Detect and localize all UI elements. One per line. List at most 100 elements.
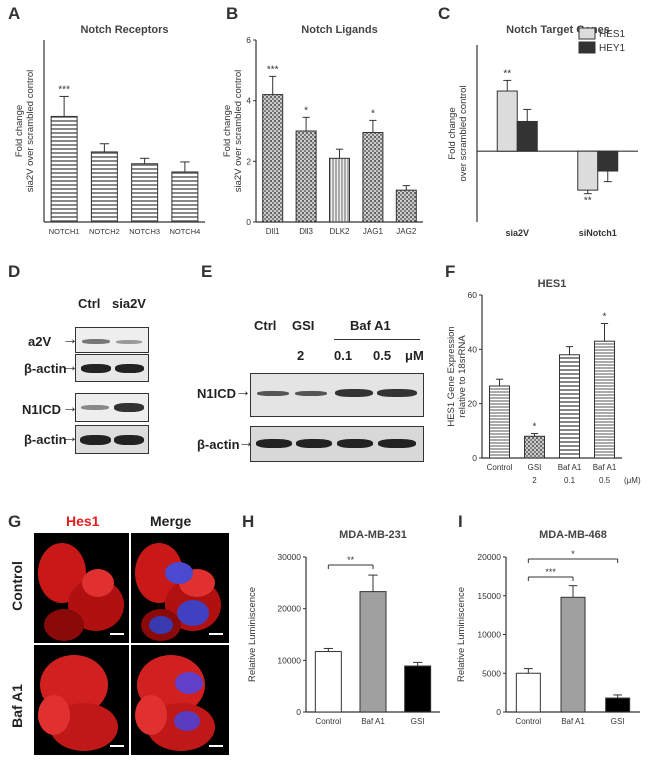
row-label-baf-a1: Baf A1 — [8, 684, 25, 728]
x-tick-label: Dll3 — [299, 227, 313, 236]
significance-label: *** — [545, 567, 556, 577]
x-tick-label: Control — [515, 717, 541, 726]
y-tick-label: 40 — [468, 344, 478, 354]
y-tick-label: 5000 — [482, 668, 501, 678]
y-tick-label: 0 — [472, 453, 477, 463]
micro-control-hes1 — [34, 533, 129, 643]
x-sub-label: 2 — [532, 476, 537, 485]
row-label-a2v: a2V — [28, 334, 52, 349]
bar — [50, 115, 78, 223]
bar — [359, 591, 387, 713]
y-tick-label: 20000 — [277, 604, 301, 614]
panel-label-h: H — [242, 512, 255, 531]
x-sub-label: 0.1 — [564, 476, 576, 485]
y-tick-label: 20000 — [477, 552, 501, 562]
micro-bafa1-merge — [131, 645, 229, 755]
bar — [594, 340, 615, 459]
panel-label-b: B — [226, 4, 239, 23]
x-tick-label: NOTCH1 — [49, 227, 80, 236]
row-label-n1icd: N1ICD — [197, 386, 237, 401]
y-tick-label: 4 — [246, 96, 251, 106]
bar — [560, 596, 586, 713]
blot-strip-n1icd — [250, 373, 424, 417]
conc-unit: μM — [405, 348, 424, 363]
chart-notch-ligands: Notch Ligands Fold change sia2V over scram… — [222, 24, 423, 236]
y-axis-label: Fold change — [447, 107, 458, 159]
micro-bafa1-hes1 — [34, 645, 129, 755]
bar — [262, 94, 284, 223]
panel-label-i: I — [458, 512, 463, 531]
y-tick-label: 15000 — [477, 591, 501, 601]
x-tick-label: JAG2 — [396, 227, 417, 236]
bar — [496, 90, 518, 152]
y-axis-label: HES1 Gene Expression — [446, 326, 457, 426]
panel-label-g: G — [8, 512, 22, 531]
legend-swatch — [578, 41, 596, 54]
row-label-control: Control — [8, 561, 25, 611]
bar — [559, 354, 580, 459]
significance-label: * — [304, 105, 308, 116]
x-tick-label: JAG1 — [363, 227, 384, 236]
x-tick-label: Baf A1 — [593, 463, 617, 472]
panel-label-d: D — [8, 262, 21, 281]
bar — [295, 130, 317, 223]
x-tick-label: Dll1 — [266, 227, 280, 236]
legend-label: HES1 — [599, 29, 626, 40]
significance-label: * — [603, 312, 607, 323]
panel-label-e: E — [201, 262, 213, 281]
arrow-icon: → — [62, 358, 78, 375]
y-axis-label: sia2V over scrambled control — [25, 70, 36, 193]
significance-label: *** — [58, 84, 70, 95]
col-label-merge: Merge — [150, 513, 192, 529]
y-tick-label: 10000 — [277, 655, 301, 665]
y-tick-label: 20 — [468, 399, 478, 409]
significance-label: ** — [347, 555, 355, 565]
lane-label-ctrl: Ctrl — [78, 296, 101, 311]
arrow-icon: → — [235, 383, 251, 400]
arrow-icon: → — [62, 331, 78, 348]
y-axis-label: Relative Luminiscence — [456, 587, 467, 682]
bar — [516, 120, 538, 152]
bar — [362, 132, 384, 223]
x-tick-label: NOTCH2 — [89, 227, 120, 236]
x-tick-label: GSI — [528, 463, 542, 472]
y-tick-label: 2 — [246, 156, 251, 166]
chart-mda-mb-231: MDA-MB-231 Relative Luminiscence 0 10000 200… — [247, 529, 440, 726]
chart-hes1-expression: HES1 HES1 Gene Expression relative to 18sr… — [446, 278, 641, 485]
significance-label: ** — [584, 196, 592, 207]
bar — [395, 189, 417, 223]
bar — [515, 672, 541, 713]
significance-label: *** — [267, 64, 279, 75]
blot-strip-beta-actin-1 — [75, 354, 149, 382]
x-tick-label: DLK2 — [329, 227, 350, 236]
row-label-beta-actin: β-actin — [197, 437, 240, 452]
x-sub-label: 0.5 — [599, 476, 611, 485]
blot-strip-beta-actin — [250, 426, 424, 462]
panel-label-a: A — [8, 4, 21, 23]
conc-label-baf-0-1: 0.1 — [334, 348, 353, 363]
significance-label: * — [533, 422, 537, 433]
chart-title: MDA-MB-468 — [539, 529, 607, 541]
y-tick-label: 6 — [246, 35, 251, 45]
x-tick-label: NOTCH4 — [169, 227, 200, 236]
x-tick-label: GSI — [411, 717, 425, 726]
y-tick-label: 0 — [246, 217, 251, 227]
chart-notch-receptors: Notch Receptors Fold change sia2V over scr… — [14, 24, 205, 236]
x-tick-label: Baf A1 — [558, 463, 582, 472]
lane-label-gsi: GSI — [292, 318, 315, 333]
lane-label-baf-a1: Baf A1 — [350, 318, 391, 333]
conc-label-baf-0-5: 0.5 — [373, 348, 392, 363]
chart-mda-mb-468: MDA-MB-468 Relative Luminiscence 0 5000 1000… — [456, 529, 640, 726]
y-axis-label: over scrambled control — [458, 85, 469, 181]
panel-label-f: F — [445, 262, 456, 281]
blot-strip-a2v — [75, 327, 149, 353]
chart-title: Notch Ligands — [301, 24, 377, 36]
lane-label-ctrl: Ctrl — [254, 318, 277, 333]
bar — [171, 171, 199, 223]
x-tick-label: Baf A1 — [361, 717, 385, 726]
bar — [329, 157, 350, 223]
x-tick-label: Baf A1 — [561, 717, 585, 726]
y-axis-label: sia2V over scrambled control — [233, 70, 244, 193]
bar — [577, 150, 599, 191]
